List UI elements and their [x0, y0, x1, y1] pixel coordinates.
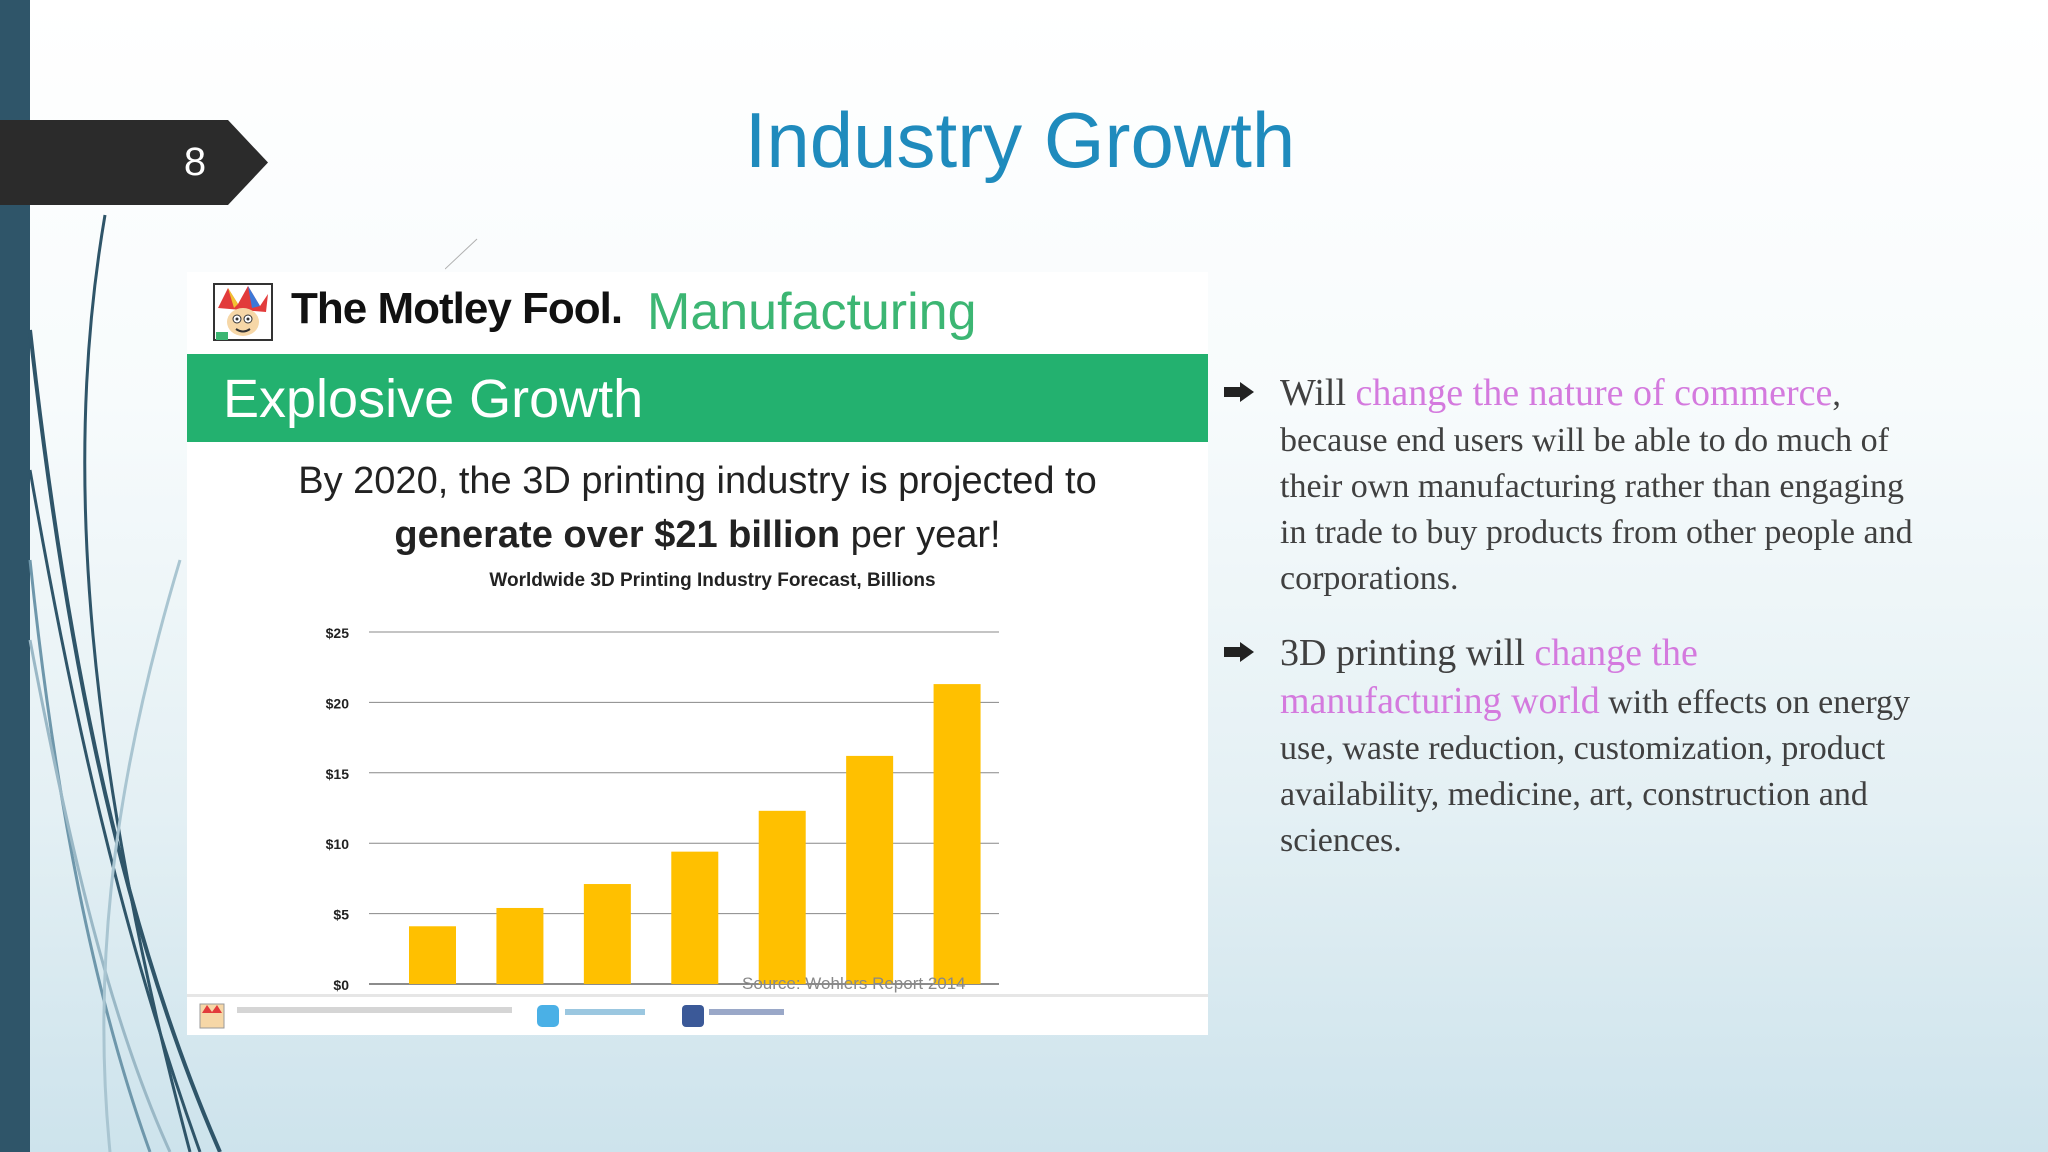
highlight-text: change the nature of commerce — [1355, 372, 1833, 414]
body-text: , because end users will be able to do m… — [1280, 376, 1913, 597]
facebook-icon — [682, 1005, 704, 1027]
bullet-item: 3D printing will change the manufacturin… — [1220, 630, 1920, 864]
bar-2020 — [933, 684, 981, 984]
bar-2017 — [671, 851, 719, 984]
band-title: Explosive Growth — [223, 369, 644, 429]
body-text: Will — [1280, 372, 1356, 414]
headline-bold: generate over $21 billion — [394, 514, 841, 556]
headline: By 2020, the 3D printing industry is pro… — [187, 454, 1208, 562]
headline-line1: By 2020, the 3D printing industry is pro… — [298, 460, 1097, 502]
arrow-bullet-icon — [1224, 642, 1254, 662]
y-tick-label: $25 — [326, 625, 350, 641]
decorative-curves — [28, 214, 222, 1152]
y-tick-label: $5 — [333, 907, 349, 923]
y-tick-label: $10 — [326, 836, 350, 852]
bullet-text: Will change the nature of commerce, beca… — [1280, 370, 1920, 602]
headline-rest: per year! — [840, 514, 1001, 556]
bar-2018 — [758, 810, 806, 984]
slide-title: Industry Growth — [744, 96, 1296, 184]
bar-2015 — [496, 907, 544, 984]
arrow-bullet-icon — [1224, 382, 1254, 402]
bar-chart: $0$5$10$15$20$25201420152016201720182019… — [326, 625, 999, 992]
y-tick-label: $0 — [333, 977, 349, 992]
brand-section: Manufacturing — [647, 283, 977, 341]
green-band — [187, 354, 1208, 442]
body-text: with effects on energy use, waste reduct… — [1280, 684, 1911, 859]
jester-logo-icon — [213, 283, 273, 341]
brand-name: The Motley Fool. — [291, 284, 623, 333]
twitter-icon — [537, 1005, 559, 1027]
facebook-handle-text — [709, 1009, 784, 1015]
brand-row: The Motley Fool. Manufacturing — [187, 272, 1208, 352]
y-tick-label: $20 — [326, 695, 350, 711]
chart-title: Worldwide 3D Printing Industry Forecast,… — [489, 570, 936, 591]
bullet-item: Will change the nature of commerce, beca… — [1220, 370, 1920, 602]
y-tick-label: $15 — [326, 766, 350, 782]
infographic-footer — [187, 994, 1208, 1035]
bullet-text: 3D printing will change the manufacturin… — [1280, 630, 1920, 864]
footer-copyright-text — [237, 1007, 512, 1013]
decorative-line — [445, 238, 478, 270]
slide-number: 8 — [183, 140, 207, 184]
source-note: Source: Wohlers Report 2014 — [742, 974, 966, 993]
infographic-image: The Motley Fool. Manufacturing Explosive… — [187, 272, 1208, 1035]
twitter-handle-text — [565, 1009, 645, 1015]
body-text: 3D printing will — [1280, 632, 1535, 674]
bar-2014 — [409, 926, 456, 984]
bar-2019 — [846, 755, 894, 984]
slide-number-tag — [0, 120, 268, 205]
footer-jester-icon — [199, 1003, 225, 1029]
bar-2016 — [583, 884, 631, 984]
bullet-list: Will change the nature of commerce, beca… — [1220, 370, 1920, 892]
highlight-text: change the manufacturing world — [1280, 632, 1698, 722]
headline-line2: generate over $21 billion per year! — [187, 508, 1208, 562]
